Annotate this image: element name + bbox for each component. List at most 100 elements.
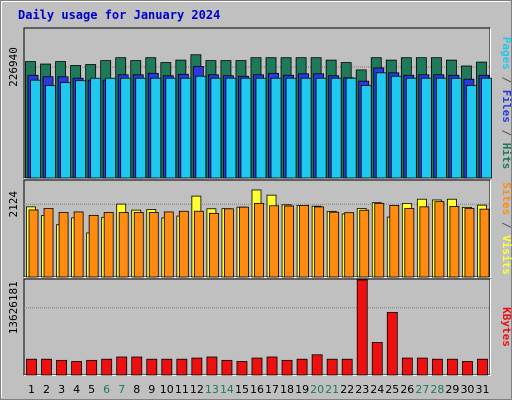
- day-label-19: 19: [295, 383, 309, 396]
- bar-pages-day-3: [60, 82, 71, 179]
- panel-visits-sites: 2124 Sites / Visits: [7, 179, 512, 278]
- bar-pages-day-16: [255, 77, 267, 179]
- legend-item: Files: [500, 90, 512, 123]
- bar-pages-day-29: [450, 77, 462, 179]
- bar-kbytes-day-17: [266, 356, 278, 376]
- bar-kbytes-day-4: [71, 361, 83, 376]
- panel-legend: Pages / Files / Hits: [500, 37, 512, 170]
- ymax-label: 13626181: [7, 281, 20, 334]
- bar-sites-day-24: [374, 202, 385, 278]
- day-label-7: 7: [118, 383, 125, 396]
- bar-sites-day-30: [464, 208, 475, 278]
- day-label-4: 4: [73, 383, 80, 396]
- bar-pages-day-25: [390, 75, 402, 179]
- day-label-23: 23: [355, 383, 369, 396]
- bar-pages-day-13: [210, 77, 222, 179]
- series-sites: [28, 201, 490, 278]
- bar-sites-day-1: [28, 209, 39, 278]
- bar-kbytes-day-24: [371, 342, 383, 376]
- day-label-25: 25: [385, 383, 399, 396]
- bar-kbytes-day-15: [236, 361, 248, 376]
- bar-pages-day-9: [150, 77, 162, 179]
- bar-kbytes-day-10: [161, 358, 173, 376]
- bar-kbytes-day-2: [41, 358, 52, 376]
- bar-sites-day-21: [329, 211, 340, 278]
- bar-sites-day-7: [118, 212, 129, 278]
- bar-kbytes-day-6: [101, 358, 113, 376]
- bar-sites-day-4: [73, 211, 84, 278]
- bar-kbytes-day-11: [176, 358, 188, 376]
- bar-kbytes-day-12: [191, 357, 203, 376]
- legend-item: KBytes: [500, 307, 512, 347]
- bar-sites-day-19: [299, 205, 310, 278]
- day-label-16: 16: [250, 383, 264, 396]
- day-label-2: 2: [43, 383, 50, 396]
- day-label-3: 3: [58, 383, 65, 396]
- day-label-30: 30: [460, 383, 474, 396]
- bar-pages-day-18: [285, 77, 297, 179]
- bar-kbytes-day-25: [386, 311, 398, 376]
- bar-kbytes-day-20: [311, 354, 323, 376]
- day-labels: 1 2 3 4 5 6 7 8 9 10 11 12 13 14 15 16 17 18 19 20 21 22 23 24 2…: [28, 383, 489, 396]
- panel-hits-files-pages: 226940 Pages / Files / Hits: [7, 27, 512, 179]
- bar-kbytes-day-1: [26, 358, 37, 376]
- legend-item: Visits: [500, 235, 512, 275]
- bar-sites-day-14: [224, 208, 234, 278]
- day-label-5: 5: [88, 383, 95, 396]
- bar-pages-day-17: [270, 77, 282, 179]
- bar-sites-day-27: [419, 206, 430, 278]
- bar-kbytes-day-26: [401, 357, 413, 376]
- bar-pages-day-1: [30, 79, 41, 179]
- bar-pages-day-20: [315, 77, 327, 179]
- legend-item: Hits: [500, 143, 512, 170]
- ymax-label: 226940: [7, 47, 20, 87]
- bar-pages-day-30: [466, 85, 477, 179]
- bar-pages-day-28: [435, 77, 447, 179]
- day-label-31: 31: [475, 383, 489, 396]
- chart-title: Daily usage for January 2024: [18, 8, 220, 22]
- bar-sites-day-16: [254, 202, 264, 278]
- panel-kbytes: 13626181 KBytes: [7, 278, 512, 376]
- legend-item: Sites: [500, 182, 512, 215]
- bar-sites-day-6: [103, 212, 114, 278]
- bar-sites-day-31: [479, 208, 490, 278]
- day-label-6: 6: [103, 383, 110, 396]
- bar-pages-day-22: [345, 77, 357, 179]
- bar-sites-day-17: [269, 205, 279, 278]
- bar-pages-day-24: [375, 72, 387, 179]
- bar-pages-day-27: [420, 77, 432, 179]
- bar-sites-day-22: [344, 212, 355, 278]
- bar-pages-day-12: [195, 75, 207, 179]
- day-label-20: 20: [310, 383, 324, 396]
- bar-kbytes-day-28: [431, 358, 443, 376]
- bar-sites-day-23: [359, 209, 370, 278]
- day-label-8: 8: [133, 383, 140, 396]
- bar-pages-day-10: [165, 77, 177, 179]
- bar-pages-day-5: [90, 77, 102, 179]
- panels-group: 226940 Pages / Files / Hits 2124 Sites / Vi…: [7, 27, 512, 376]
- day-label-22: 22: [340, 383, 354, 396]
- day-label-15: 15: [235, 383, 249, 396]
- bar-kbytes-day-3: [56, 359, 67, 376]
- bar-kbytes-day-18: [281, 359, 293, 376]
- day-label-14: 14: [220, 383, 234, 396]
- bar-sites-day-9: [148, 212, 159, 278]
- bar-sites-day-11: [178, 210, 189, 278]
- bar-pages-day-14: [225, 77, 237, 179]
- bar-kbytes-day-14: [221, 359, 233, 376]
- day-label-24: 24: [370, 383, 384, 396]
- bar-pages-day-15: [240, 77, 252, 179]
- series-kbytes: [26, 279, 488, 376]
- day-label-10: 10: [160, 383, 174, 396]
- bar-sites-day-29: [449, 206, 460, 278]
- bar-kbytes-day-8: [131, 356, 143, 376]
- legend-item: Pages: [500, 37, 512, 70]
- panel-legend: Sites / Visits: [500, 182, 512, 275]
- day-label-27: 27: [415, 383, 429, 396]
- bar-pages-day-21: [330, 77, 342, 179]
- bar-pages-day-4: [75, 80, 87, 179]
- bar-sites-day-25: [389, 205, 400, 278]
- bar-kbytes-day-9: [146, 358, 158, 376]
- bar-sites-day-13: [208, 212, 219, 278]
